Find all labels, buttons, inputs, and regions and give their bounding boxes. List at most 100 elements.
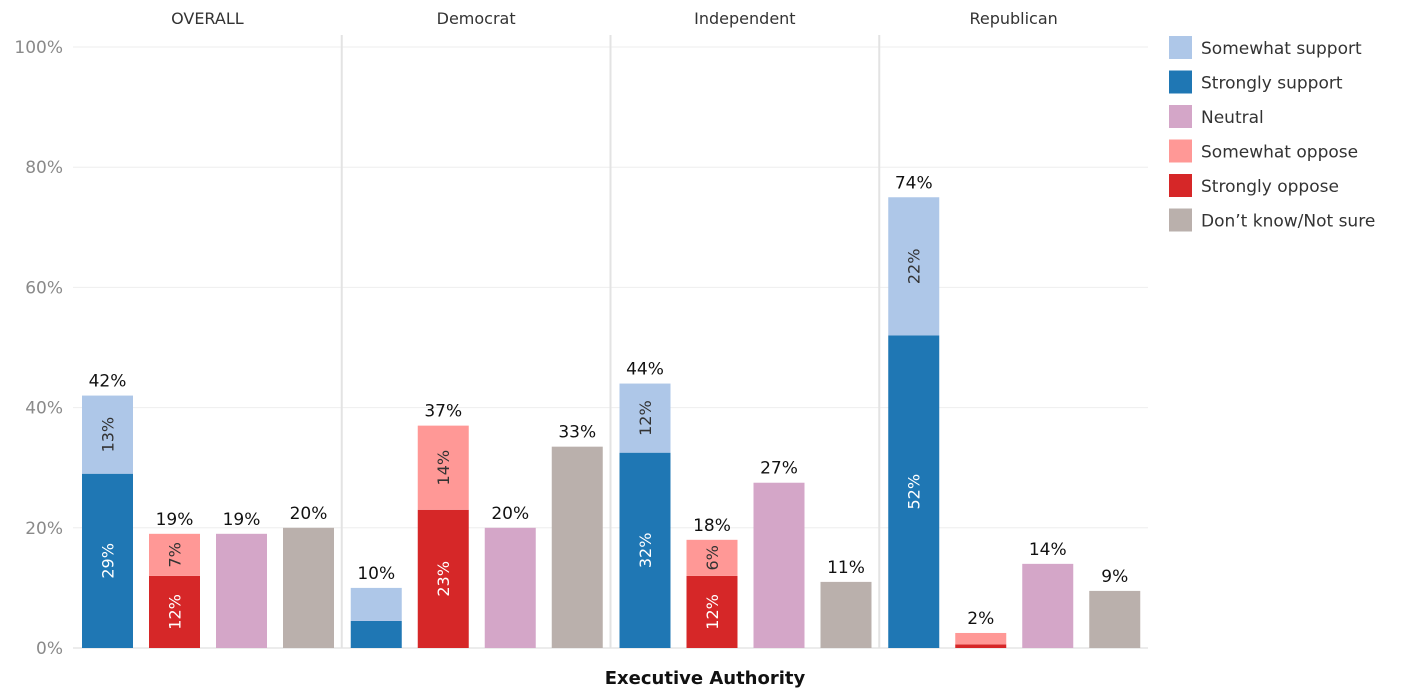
legend-item: Neutral — [1169, 105, 1264, 128]
bar-total-label: 11% — [827, 558, 865, 578]
bar-group: 29% 13% 42% — [82, 372, 133, 648]
bar-group: 10% — [350, 564, 402, 648]
bar-segment-strongly-oppose — [417, 509, 469, 648]
legend-item: Somewhat oppose — [1169, 139, 1358, 163]
bar-group: 32% 12% 44% — [619, 360, 671, 648]
bar-segment-neutral — [1022, 563, 1074, 648]
bar-group: 9% — [1089, 567, 1141, 648]
bar-total-label: 19% — [223, 510, 261, 530]
legend-swatch — [1169, 70, 1192, 94]
panel-title: Republican — [969, 9, 1057, 28]
bar-total-label: 27% — [760, 459, 798, 479]
bar-segment-somewhat-support — [350, 587, 402, 621]
panel-title: Democrat — [437, 9, 516, 28]
bar-segment-dont-know — [820, 581, 872, 648]
bar-segment-strongly-oppose — [149, 575, 200, 648]
segment-label: 29% — [99, 543, 118, 579]
bar-segment-strongly-support — [82, 473, 133, 648]
legend-item: Somewhat support — [1169, 36, 1362, 59]
legend-item: Strongly oppose — [1169, 174, 1339, 197]
legend-label: Don’t know/Not sure — [1201, 212, 1375, 232]
y-tick-label: 60% — [25, 278, 63, 298]
bar-group: 12% 6% 18% — [686, 516, 738, 648]
bar-total-label: 74% — [895, 173, 933, 193]
bar-segment-neutral — [484, 527, 536, 648]
bar-group: 14% — [1022, 540, 1074, 648]
bar-total-label: 44% — [626, 360, 664, 380]
bar-segment-somewhat-support — [888, 197, 940, 336]
y-tick-label: 20% — [25, 519, 63, 539]
legend: Somewhat support Strongly support Neutral S… — [1169, 36, 1375, 232]
segment-label: 14% — [434, 450, 453, 486]
legend-swatch — [1169, 139, 1192, 163]
bar-segment-strongly-oppose — [955, 644, 1007, 648]
legend-label: Somewhat oppose — [1201, 143, 1358, 163]
segment-label: 52% — [905, 474, 924, 510]
bar-total-label: 19% — [156, 510, 194, 530]
bar-segment-somewhat-support — [619, 383, 671, 453]
panel-title: Independent — [694, 9, 795, 28]
bar-segment-somewhat-oppose — [417, 425, 469, 510]
segment-label: 32% — [636, 533, 655, 569]
bars: 29% 13% 42% 12% 7% 19% 19% 20% 10% 23% 14% 37% 20% 33… — [82, 173, 1141, 648]
bar-group: 12% 7% 19% — [149, 510, 200, 648]
y-tick-label: 40% — [25, 399, 63, 419]
bar-total-label: 20% — [491, 504, 529, 524]
bar-segment-dont-know — [551, 446, 603, 648]
bar-group: 20% — [484, 504, 536, 648]
y-axis: 0% 20% 40% 60% 80% 100% — [14, 38, 63, 659]
bar-group: 23% 14% 37% — [417, 402, 469, 648]
bar-segment-somewhat-oppose — [955, 632, 1007, 645]
bar-segment-somewhat-oppose — [149, 533, 200, 576]
bar-group: 33% — [551, 423, 603, 648]
bar-total-label: 10% — [357, 564, 395, 584]
bar-segment-strongly-oppose — [686, 575, 738, 648]
legend-swatch — [1169, 36, 1192, 59]
segment-label: 12% — [166, 594, 185, 630]
y-tick-label: 0% — [36, 639, 63, 659]
y-tick-label: 80% — [25, 158, 63, 178]
x-axis-title: Executive Authority — [605, 668, 806, 689]
legend-swatch — [1169, 174, 1192, 197]
bar-segment-neutral — [216, 533, 267, 648]
legend-item: Don’t know/Not sure — [1169, 208, 1375, 232]
legend-swatch — [1169, 208, 1192, 232]
bar-group: 27% — [753, 459, 805, 648]
bar-group: 52% 22% 74% — [888, 173, 940, 648]
segment-label: 13% — [99, 417, 118, 453]
segment-label: 22% — [905, 249, 924, 285]
bar-segment-strongly-support — [350, 620, 402, 648]
bar-group: 11% — [820, 558, 872, 648]
legend-label: Strongly support — [1201, 74, 1343, 94]
legend-swatch — [1169, 105, 1192, 128]
segment-label: 12% — [703, 594, 722, 630]
bar-segment-strongly-support — [619, 452, 671, 648]
bar-segment-strongly-support — [888, 335, 940, 648]
legend-label: Neutral — [1201, 108, 1264, 128]
segment-label: 7% — [166, 542, 185, 567]
bar-segment-dont-know — [283, 527, 334, 648]
segment-label: 23% — [434, 561, 453, 597]
bar-total-label: 2% — [967, 609, 994, 629]
legend-item: Strongly support — [1169, 70, 1343, 94]
legend-label: Somewhat support — [1201, 39, 1362, 59]
panel-title: OVERALL — [171, 9, 244, 28]
bar-segment-somewhat-support — [82, 395, 133, 474]
legend-label: Strongly oppose — [1201, 177, 1339, 197]
segment-label: 6% — [703, 545, 722, 570]
bar-segment-neutral — [753, 482, 805, 648]
bar-group: 19% — [216, 510, 267, 648]
bar-total-label: 33% — [558, 423, 596, 443]
segment-label: 12% — [636, 400, 655, 436]
bar-group: 20% — [283, 504, 334, 648]
bar-group: 2% — [955, 609, 1007, 648]
bar-total-label: 14% — [1029, 540, 1067, 560]
bar-segment-somewhat-oppose — [686, 539, 738, 576]
panels: OVERALL Democrat Independent Republican — [171, 9, 1058, 648]
bar-total-label: 37% — [424, 402, 462, 422]
bar-total-label: 18% — [693, 516, 731, 536]
bar-total-label: 20% — [290, 504, 328, 524]
bar-segment-dont-know — [1089, 590, 1141, 648]
